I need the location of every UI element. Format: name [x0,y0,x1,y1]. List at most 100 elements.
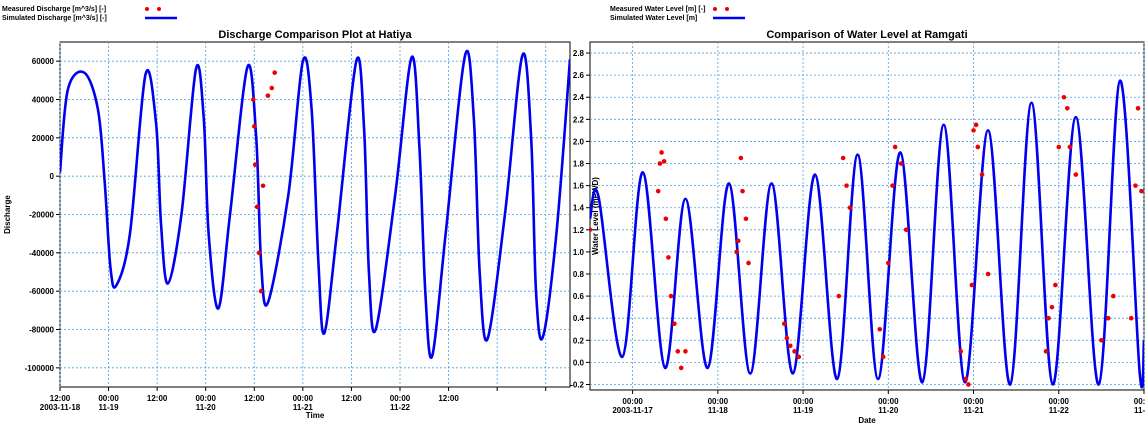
x-axis-label: Time [306,411,325,420]
data-point-measured [1049,304,1055,310]
data-point-measured [1061,94,1067,100]
y-tick-label: 0.2 [573,336,585,345]
plot-series [60,49,570,360]
x-tick-label: 11-20 [878,406,899,415]
x-axis-label: Date [858,416,876,425]
data-point-measured [1135,105,1141,111]
y-tick-label: 0 [50,172,55,181]
data-point-measured [659,150,664,155]
y-axis-label: Discharge [3,195,12,234]
y-tick-label: -80000 [29,326,54,335]
data-point-measured [1046,315,1051,321]
data-point-measured [258,288,264,294]
x-tick-label: 12:00 [244,394,265,403]
data-point-measured [1043,349,1049,354]
data-point-measured [251,124,257,129]
data-point-measured [736,238,741,244]
data-point-measured [269,85,275,91]
data-point-measured [847,205,853,211]
y-tick-label: 40000 [32,96,55,105]
legend-marker-measured [145,7,149,11]
x-tick-label: 00:00 [963,397,984,406]
series-line-simulated [60,49,570,360]
x-tick-label: 00:00 [293,394,314,403]
y-tick-label: 2.0 [573,137,585,146]
y-tick-label: 1.6 [573,182,585,191]
legend: Measured Water Level [m] [-] Simulated Wa… [610,6,745,22]
data-point-measured [787,343,793,349]
y-tick-label: 20000 [32,134,55,143]
data-point-measured [657,161,663,166]
data-point-measured [1128,315,1134,321]
x-tick-label: 11-22 [1049,406,1070,415]
chart-title: Discharge Comparison Plot at Hatiya [218,29,412,41]
legend-marker-measured [713,7,717,11]
chart-panel-water-level: Comparison of Water Level at Ramgati 2.8 2… [570,6,1145,425]
data-point-measured [743,216,749,222]
data-point-measured [836,293,842,299]
data-point-measured [251,97,256,102]
data-point-measured [985,271,991,277]
legend: Measured Discharge [m^3/s] [-]Simulated … [2,5,177,22]
x-tick-label: 00:00 [622,397,643,406]
data-point-measured [975,144,981,150]
data-point-measured [1073,172,1079,177]
y-tick-label: 1.4 [573,204,585,213]
x-tick-label: 12:00 [147,394,168,403]
plot-area [589,41,1145,391]
data-point-measured [782,321,787,327]
legend-label-simulated: Simulated Discharge [m^3/s] [-] [2,14,107,22]
data-point-measured [969,282,975,288]
data-point-measured [963,376,969,382]
y-tick-label: -100000 [25,364,55,373]
legend-label-simulated: Simulated Water Level [m] [610,15,697,22]
data-point-measured [678,365,684,371]
legend-label-measured: Measured Discharge [m^3/s] [-] [2,5,106,13]
data-point-measured [272,70,277,75]
data-point-measured [254,204,260,210]
y-tick-label: 2.8 [573,49,585,58]
x-tick-label: 11-19 [793,406,814,415]
data-point-measured [973,122,979,128]
data-point-measured [840,155,846,161]
x-tick-label: 11-20 [196,403,217,412]
x-tick-label: 11-22 [390,403,411,412]
data-point-measured [784,335,790,341]
x-tick-label: 11-21 [293,403,314,412]
x-tick-label: 00:00 [195,394,216,403]
data-point-measured [886,260,891,266]
data-point-measured [252,162,258,167]
data-point-measured [958,349,964,354]
data-point-measured [1056,144,1062,150]
data-point-measured [734,249,739,255]
data-point-measured [1064,105,1070,111]
y-tick-label: 2.6 [573,71,585,80]
data-point-measured [880,354,886,360]
x-tick-label: 11-18 [708,406,729,415]
data-point-measured [792,349,797,354]
data-point-measured [971,128,976,133]
x-tick-label: 00:00 [1134,397,1145,406]
data-point-measured [675,349,681,354]
data-point-measured [655,188,661,194]
y-tick-label: 2.4 [573,93,585,102]
chart-panel-discharge: Discharge Comparison Plot at Hatiya 60000… [2,5,571,420]
data-point-measured [256,250,262,256]
y-tick-label: 0.8 [573,270,585,279]
y-tick-label: 1.0 [573,248,585,257]
data-point-measured [892,144,898,150]
y-tick-label: 1.2 [573,226,585,235]
x-tick-label: 2003-11-17 [612,406,653,415]
x-tick-label: 00:00 [98,394,119,403]
y-tick-label: -60000 [29,287,54,296]
data-point-measured [672,321,677,327]
x-tick-label: 11-23 [1134,406,1145,415]
data-point-measured [844,183,849,188]
data-point-measured [890,183,895,188]
plot-series [590,79,1144,389]
data-point-measured [898,161,904,166]
x-tick-label: 12:00 [438,394,459,403]
data-point-measured [668,293,674,299]
y-tick-label: 60000 [32,57,55,66]
